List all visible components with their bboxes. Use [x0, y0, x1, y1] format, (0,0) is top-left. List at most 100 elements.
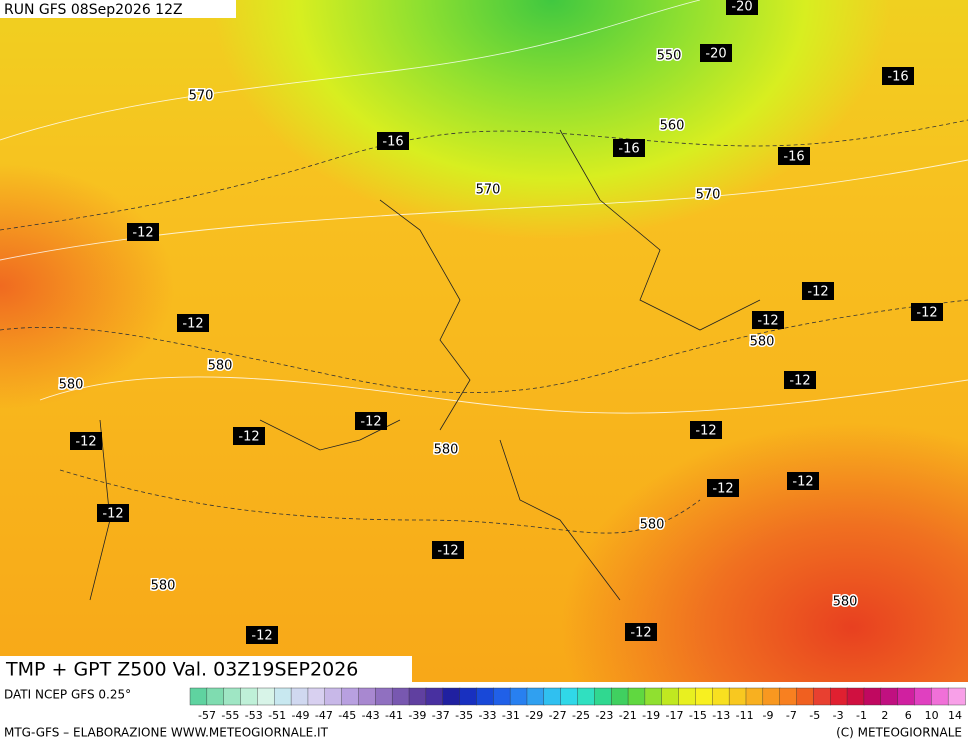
scale-label: -33 — [479, 709, 497, 722]
scale-swatch — [223, 687, 242, 706]
temperature-label: -12 — [916, 306, 937, 321]
run-label: RUN GFS 08Sep2026 12Z — [4, 2, 183, 18]
temperature-label-box — [377, 132, 409, 150]
scale-swatch — [762, 687, 781, 706]
temperature-label: -12 — [757, 314, 778, 329]
scale-swatch — [678, 687, 697, 706]
temperature-label: -12 — [789, 374, 810, 389]
temperature-label-box — [726, 0, 758, 15]
temperature-label-box — [625, 623, 657, 641]
scale-swatch — [712, 687, 730, 706]
scale-label: -49 — [292, 709, 310, 722]
height-label: 550 — [657, 49, 682, 64]
scale-label: -23 — [595, 709, 613, 722]
height-label: 570 — [189, 89, 214, 104]
scale-label: -13 — [712, 709, 730, 722]
temperature-label: -16 — [783, 150, 804, 165]
scale-label: -39 — [408, 709, 426, 722]
scale-swatch — [425, 687, 444, 706]
temperature-label-box — [177, 314, 209, 332]
temperature-label: -12 — [695, 424, 716, 439]
scale-swatch — [476, 687, 494, 706]
scale-swatch — [728, 687, 747, 706]
temperature-label: -12 — [182, 317, 203, 332]
temperature-label-box — [882, 67, 914, 85]
scale-swatch — [947, 687, 966, 706]
scale-swatch — [745, 687, 764, 706]
scale-swatch — [324, 687, 343, 706]
scale-swatch — [644, 687, 663, 706]
temperature-label-box — [752, 311, 784, 329]
scale-label: -27 — [549, 709, 567, 722]
temperature-label: -12 — [238, 430, 259, 445]
scale-swatch — [543, 687, 562, 706]
scale-swatch — [206, 687, 225, 706]
temperature-label-box — [127, 223, 159, 241]
height-label: 560 — [660, 119, 685, 134]
temperature-label-box — [355, 412, 387, 430]
scale-label: -47 — [315, 709, 333, 722]
temperature-label: -12 — [437, 544, 458, 559]
scale-swatch — [493, 687, 511, 706]
scale-swatch — [459, 687, 478, 706]
scale-label: 6 — [905, 709, 912, 722]
color-scale: -57 -55 -53 -51 -49 -47 -45 -43 -41 -39 -37 -35 -33-… — [189, 687, 966, 722]
temperature-label-box — [778, 147, 810, 165]
temperature-label: -12 — [75, 435, 96, 450]
height-label: 580 — [434, 443, 459, 458]
scale-label: -7 — [786, 709, 797, 722]
temperature-label-box — [911, 303, 943, 321]
scale-label: -35 — [455, 709, 473, 722]
scale-label: -45 — [338, 709, 356, 722]
scale-swatch — [897, 687, 916, 706]
temperature-label-box — [787, 472, 819, 490]
scale-label: -29 — [525, 709, 543, 722]
scale-label: -51 — [268, 709, 286, 722]
temperature-label-box — [97, 504, 129, 522]
scale-swatch — [796, 687, 815, 706]
scale-label: -53 — [245, 709, 263, 722]
temperature-label: -12 — [102, 507, 123, 522]
temperature-label: -16 — [887, 70, 908, 85]
temperature-label-box — [802, 282, 834, 300]
copyright: (C) METEOGIORNALE — [836, 726, 962, 740]
scale-swatch — [661, 687, 680, 706]
temperature-label: -12 — [712, 482, 733, 497]
scale-label: -15 — [689, 709, 707, 722]
scale-swatch — [375, 687, 393, 706]
scale-swatch — [307, 687, 326, 706]
scale-swatch — [509, 687, 528, 706]
temperature-label-box — [432, 541, 464, 559]
scale-swatch — [577, 687, 596, 706]
scale-label: -17 — [666, 709, 684, 722]
temperature-label: -12 — [132, 226, 153, 241]
scale-label: -21 — [619, 709, 637, 722]
temperature-label: -20 — [731, 0, 752, 15]
height-label: 580 — [59, 378, 84, 393]
scale-swatch — [408, 687, 427, 706]
source: DATI NCEP GFS 0.25° — [4, 688, 131, 702]
scale-label: -5 — [809, 709, 820, 722]
temperature-label-box — [700, 44, 732, 62]
scale-swatch — [863, 687, 882, 706]
scale-swatch — [274, 687, 292, 706]
scale-swatch — [594, 687, 612, 706]
scale-swatch — [391, 687, 410, 706]
scale-swatch — [931, 687, 949, 706]
scale-label: -55 — [221, 709, 239, 722]
scale-swatch — [526, 687, 545, 706]
temperature-label: -12 — [251, 629, 272, 644]
temperature-label-box — [690, 421, 722, 439]
temperature-label-box — [613, 139, 645, 157]
scale-label: -3 — [833, 709, 844, 722]
scale-swatch — [914, 687, 933, 706]
scale-label: -19 — [642, 709, 660, 722]
scale-label: -41 — [385, 709, 403, 722]
height-label: 580 — [208, 359, 233, 374]
temperature-label: -16 — [382, 135, 403, 150]
scale-swatch — [560, 687, 579, 706]
scale-label: -25 — [572, 709, 590, 722]
scale-swatch — [257, 687, 275, 706]
scale-label: -37 — [432, 709, 450, 722]
